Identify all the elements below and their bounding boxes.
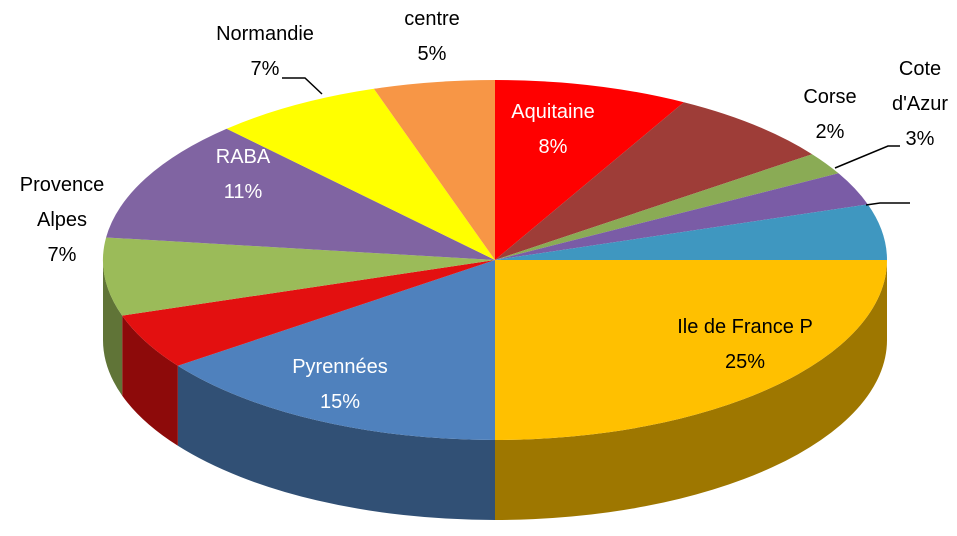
pie-slice	[226, 88, 495, 260]
data-label: Ile de France P 25%	[645, 310, 845, 380]
pie-slice	[106, 128, 495, 260]
slice-value: 7%	[47, 244, 77, 266]
data-label: RABA 11%	[193, 140, 293, 210]
pie-slice-side	[177, 365, 495, 520]
slice-name: Pyrennées	[292, 356, 388, 378]
pie-slice	[103, 237, 496, 316]
data-label: Provence Alpes 7%	[7, 168, 117, 273]
pie-slice	[177, 260, 495, 440]
slice-name: Aquitaine	[511, 101, 595, 123]
pie-slice	[495, 102, 813, 260]
data-label: Aquitaine 8%	[483, 95, 623, 165]
data-label: Pyrennées 15%	[265, 350, 415, 420]
pie-slice	[495, 204, 887, 260]
data-label: Cote d'Azur 3%	[885, 52, 955, 157]
pie-slice-side	[103, 260, 123, 396]
slice-value: 11%	[223, 181, 263, 203]
pie-slice	[495, 154, 839, 260]
data-label: centre 5%	[382, 2, 482, 72]
slice-value: 25%	[724, 351, 766, 373]
slice-value: 2%	[815, 121, 845, 143]
slice-name: Provence Alpes	[19, 174, 105, 231]
slice-name: Ile de France P	[677, 316, 813, 338]
data-label: Normandie 7%	[195, 17, 335, 87]
pie-slice-side	[495, 260, 887, 520]
slice-value: 3%	[905, 128, 935, 150]
slice-name: RABA	[215, 146, 271, 168]
slice-name: centre	[404, 8, 460, 30]
pie-slice	[495, 260, 887, 440]
slice-name: Cote d'Azur	[891, 58, 949, 115]
pie-slice	[373, 80, 495, 260]
data-label: Corse 2%	[795, 80, 865, 150]
slice-value: 5%	[417, 43, 447, 65]
slice-value: 15%	[319, 391, 361, 413]
leader-line	[282, 77, 323, 95]
slice-name: Corse	[803, 86, 857, 108]
pie-slice	[495, 173, 868, 260]
slice-value: 8%	[538, 136, 568, 158]
leader-line	[834, 145, 900, 169]
leader-line	[865, 202, 910, 206]
slice-name: Normandie	[216, 23, 314, 45]
pie-slice	[495, 80, 684, 260]
slice-value: 7%	[250, 58, 280, 80]
pie-slice	[122, 260, 495, 366]
pie-slice-side	[122, 315, 178, 446]
